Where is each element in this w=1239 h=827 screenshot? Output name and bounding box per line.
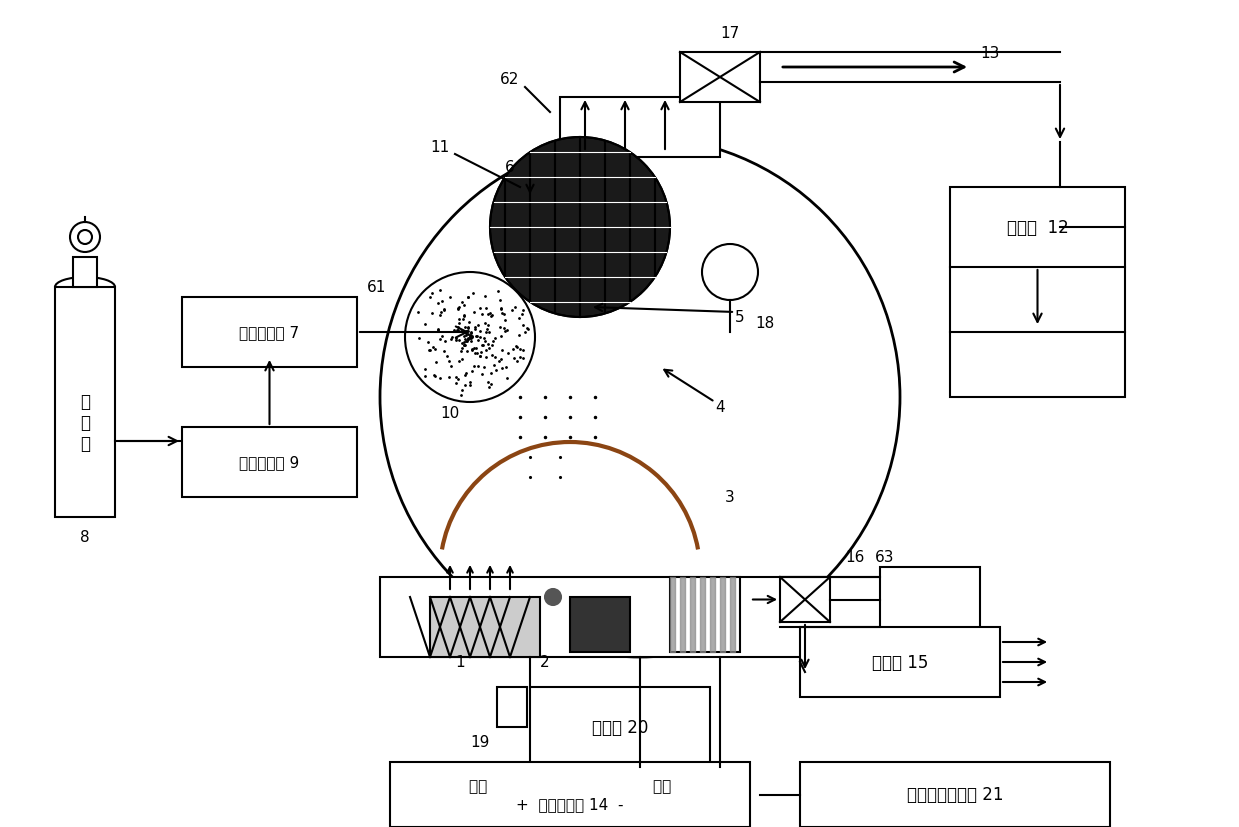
Text: 10: 10 [440, 405, 460, 420]
Bar [430, 597, 540, 657]
Text: 真空泵 15: 真空泵 15 [872, 653, 928, 672]
Circle shape [489, 138, 670, 318]
Circle shape [545, 590, 561, 605]
Text: 63: 63 [875, 550, 895, 565]
Text: 阳极                                  阴极
+  电流控制器 14  -: 阳极 阴极 + 电流控制器 14 - [468, 778, 672, 810]
Bar [800, 762, 1110, 827]
Text: 62: 62 [501, 73, 519, 88]
Text: 61: 61 [367, 280, 387, 295]
Text: 19: 19 [471, 734, 489, 749]
Bar [390, 762, 750, 827]
Bar [560, 98, 720, 158]
Bar [880, 567, 980, 632]
Text: 5: 5 [735, 310, 745, 325]
Text: 17: 17 [720, 26, 740, 41]
Text: 1: 1 [455, 655, 465, 670]
Bar [950, 188, 1125, 268]
Bar [950, 332, 1125, 398]
Text: 冷却循环水系统 21: 冷却循环水系统 21 [907, 786, 1004, 804]
Bar [182, 428, 357, 497]
Text: 3: 3 [725, 490, 735, 505]
Text: 气体纯化器 9: 气体纯化器 9 [239, 455, 300, 470]
Bar [380, 577, 900, 657]
Bar [570, 597, 629, 653]
Text: 2: 2 [540, 655, 550, 670]
Text: 机械泵  12: 机械泵 12 [1006, 218, 1068, 237]
Text: 氧
气
瓶: 氧 气 瓶 [81, 393, 90, 452]
Bar [182, 298, 357, 367]
Text: 11: 11 [430, 141, 450, 155]
Circle shape [405, 273, 535, 403]
Text: 18: 18 [756, 315, 774, 330]
Text: 16: 16 [845, 550, 865, 565]
Bar [55, 288, 115, 518]
Bar [670, 577, 740, 653]
Text: 13: 13 [980, 45, 1000, 60]
Bar [530, 687, 710, 767]
Text: 加热器 20: 加热器 20 [592, 718, 648, 736]
Text: 8: 8 [81, 530, 89, 545]
Text: 4: 4 [715, 400, 725, 415]
Bar [781, 577, 830, 622]
Bar [73, 258, 97, 288]
Bar [680, 53, 760, 103]
Text: 6: 6 [506, 160, 515, 175]
Bar [497, 687, 527, 727]
Text: 流量控制器 7: 流量控制器 7 [239, 325, 300, 340]
Bar [800, 627, 1000, 697]
